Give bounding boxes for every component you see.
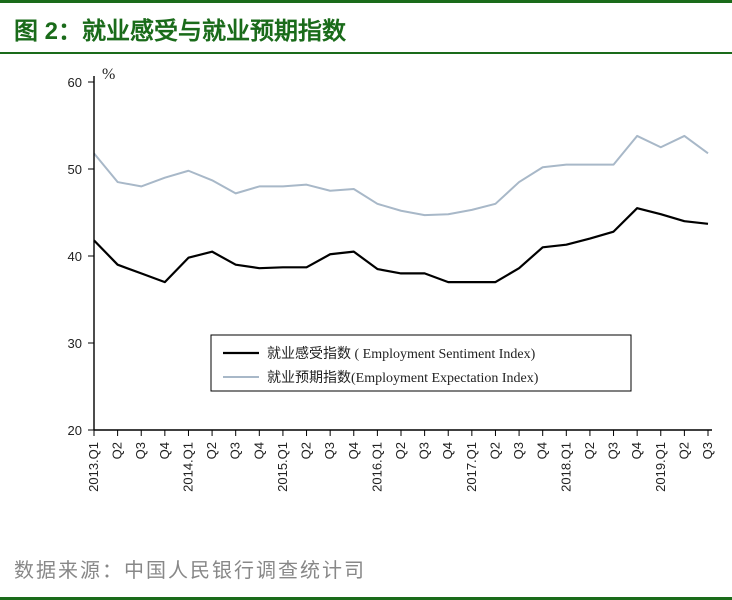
svg-text:2018.Q1: 2018.Q1 <box>558 442 573 492</box>
svg-text:2013.Q1: 2013.Q1 <box>86 442 101 492</box>
svg-text:60: 60 <box>68 75 82 90</box>
svg-text:30: 30 <box>68 336 82 351</box>
svg-text:Q3: Q3 <box>417 442 432 459</box>
line-chart: 20 30 40 50 60 2013.Q1 Q2 Q3 Q4 2014.Q1 Q2 Q3 Q4 2015… <box>16 62 716 532</box>
svg-text:2014.Q1: 2014.Q1 <box>180 442 195 492</box>
svg-text:Q4: Q4 <box>440 442 455 459</box>
svg-text:Q2: Q2 <box>393 442 408 459</box>
svg-text:Q2: Q2 <box>110 442 125 459</box>
chart-title: 图 2：就业感受与就业预期指数 <box>0 3 732 54</box>
svg-text:Q2: Q2 <box>204 442 219 459</box>
svg-text:20: 20 <box>68 423 82 438</box>
svg-text:Q4: Q4 <box>157 442 172 459</box>
svg-text:Q2: Q2 <box>582 442 597 459</box>
svg-text:2019.Q1: 2019.Q1 <box>653 442 668 492</box>
svg-text:Q3: Q3 <box>133 442 148 459</box>
svg-text:就业感受指数 ( Employment Sentiment: 就业感受指数 ( Employment Sentiment Index) <box>267 345 536 362</box>
svg-text:Q3: Q3 <box>700 442 715 459</box>
svg-text:Q2: Q2 <box>487 442 502 459</box>
svg-text:40: 40 <box>68 249 82 264</box>
svg-text:Q3: Q3 <box>606 442 621 459</box>
svg-text:50: 50 <box>68 162 82 177</box>
svg-text:Q3: Q3 <box>511 442 526 459</box>
svg-text:2017.Q1: 2017.Q1 <box>464 442 479 492</box>
svg-text:Q4: Q4 <box>535 442 550 459</box>
svg-text:Q2: Q2 <box>676 442 691 459</box>
svg-text:就业预期指数(Employment Expectation: 就业预期指数(Employment Expectation Index) <box>267 370 539 386</box>
chart-area: % 20304050602013.Q1Q2Q3Q42014.Q1Q2Q3Q420… <box>16 62 716 542</box>
chart-card: 图 2：就业感受与就业预期指数 % 20 30 40 50 60 2013.Q1 Q2 Q3 Q… <box>0 0 732 600</box>
svg-text:Q4: Q4 <box>251 442 266 459</box>
svg-text:2016.Q1: 2016.Q1 <box>369 442 384 492</box>
svg-text:Q4: Q4 <box>629 442 644 459</box>
svg-text:Q3: Q3 <box>228 442 243 459</box>
data-source: 数据来源：中国人民银行调查统计司 <box>14 554 366 583</box>
svg-text:2015.Q1: 2015.Q1 <box>275 442 290 492</box>
svg-text:Q4: Q4 <box>346 442 361 459</box>
svg-text:Q2: Q2 <box>299 442 314 459</box>
y-axis-unit: % <box>102 66 115 84</box>
svg-text:Q3: Q3 <box>322 442 337 459</box>
